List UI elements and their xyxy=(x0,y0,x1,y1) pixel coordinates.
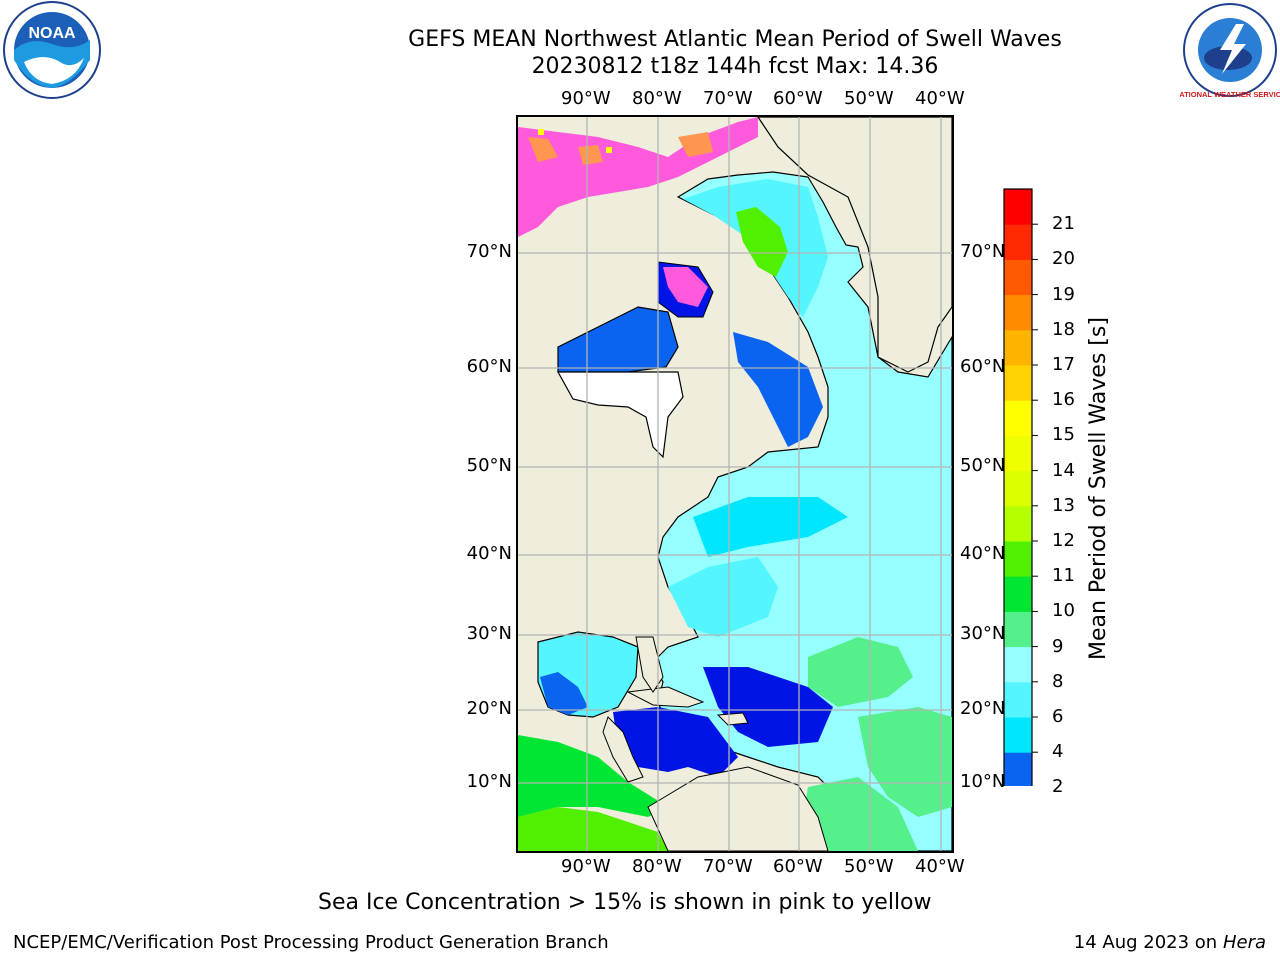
land-cuba xyxy=(626,686,705,708)
colorbar-tick-label: 2 xyxy=(1052,776,1064,798)
colorbar-tick-label: 14 xyxy=(1052,459,1075,481)
ocean-pacific-green xyxy=(518,807,668,851)
land-central-america xyxy=(602,716,644,783)
ocean-green-zone-southeast xyxy=(858,707,952,817)
footer-date-text: 14 Aug 2023 on xyxy=(1073,932,1218,953)
land-florida xyxy=(635,636,664,693)
lon-label-top-70w: 70°W xyxy=(703,88,753,109)
lat-label-right-10n: 10°N xyxy=(960,771,1006,792)
hudson-bay-ice-free-white xyxy=(556,371,684,459)
lon-label-top-50w: 50°W xyxy=(844,88,894,109)
colorbar-tick-label: 16 xyxy=(1052,389,1075,411)
ocean-cyan-zone-gulfstream xyxy=(693,497,848,557)
nws-logo-text: NATIONAL WEATHER SERVICE xyxy=(1180,90,1280,99)
chart-title: GEFS MEAN Northwest Atlantic Mean Period… xyxy=(408,27,1062,52)
lat-label-right-40n: 40°N xyxy=(960,543,1006,564)
colorbar-tick-label: 21 xyxy=(1052,213,1075,235)
colorbar-tick-label: 20 xyxy=(1052,248,1075,270)
colorbar-segment xyxy=(1004,224,1032,260)
colorbar-segment xyxy=(1004,470,1032,507)
lat-label-right-20n: 20°N xyxy=(960,698,1006,719)
colorbar-label: Mean Period of Swell Waves [s] xyxy=(1086,317,1111,660)
lon-label-bottom-80w: 80°W xyxy=(632,856,682,877)
ocean-blue-zone-labrador xyxy=(733,332,823,447)
lat-label-left-30n: 30°N xyxy=(466,623,512,644)
footer-credit: NCEP/EMC/Verification Post Processing Pr… xyxy=(13,932,609,953)
lon-label-top-90w: 90°W xyxy=(561,88,611,109)
colorbar-tick-label: 15 xyxy=(1052,424,1075,446)
lat-label-left-70n: 70°N xyxy=(466,241,512,262)
ocean-cyan-zone-coastal xyxy=(668,557,778,637)
colorbar-segment xyxy=(1004,717,1032,753)
land-hispaniola xyxy=(716,712,749,726)
ocean-green-zone-east xyxy=(808,637,913,707)
land-south-america xyxy=(647,766,829,851)
noaa-logo: NOAA xyxy=(0,0,104,100)
map-panel xyxy=(516,115,954,853)
colorbar-segment xyxy=(1004,646,1032,683)
lon-label-top-60w: 60°W xyxy=(773,88,823,109)
lon-label-top-40w: 40°W xyxy=(915,88,965,109)
colorbar-segment xyxy=(1004,576,1032,612)
colorbar-segment xyxy=(1004,752,1032,788)
lon-label-top-80w: 80°W xyxy=(632,88,682,109)
lat-label-left-50n: 50°N xyxy=(466,455,512,476)
sea-ice-orange-patches xyxy=(528,132,713,165)
colorbar-segment xyxy=(1004,189,1032,225)
colorbar-segment xyxy=(1004,294,1032,331)
colorbar-tick-label: 13 xyxy=(1052,494,1075,516)
lon-label-bottom-40w: 40°W xyxy=(915,856,965,877)
noaa-logo-text: NOAA xyxy=(28,25,76,42)
colorbar-tick-label: 19 xyxy=(1052,283,1075,305)
chart-subtitle: 20230812 t18z 144h fcst Max: 14.36 xyxy=(531,54,939,79)
colorbar-segment xyxy=(1004,400,1032,436)
lat-label-left-60n: 60°N xyxy=(466,356,512,377)
lon-label-bottom-50w: 50°W xyxy=(844,856,894,877)
colorbar-segment xyxy=(1004,681,1032,718)
nws-logo: NATIONAL WEATHER SERVICE xyxy=(1174,0,1280,100)
colorbar-segment xyxy=(1004,365,1032,401)
sea-ice-note: Sea Ice Concentration > 15% is shown in … xyxy=(318,890,932,915)
colorbar-segment xyxy=(1004,541,1032,577)
colorbar-tick-label: 9 xyxy=(1052,635,1064,657)
lat-label-right-60n: 60°N xyxy=(960,356,1006,377)
ocean-caribbean-south-green xyxy=(518,735,668,817)
colorbar-tick-label: 17 xyxy=(1052,354,1075,375)
footer-date: 14 Aug 2023 on Hera xyxy=(1074,932,1266,953)
lat-label-left-20n: 20°N xyxy=(466,698,512,719)
graticule xyxy=(518,117,952,851)
colorbar-segment xyxy=(1004,611,1032,648)
lat-label-left-10n: 10°N xyxy=(466,771,512,792)
colorbar-tick-label: 12 xyxy=(1052,530,1075,551)
colorbar-tick-label: 6 xyxy=(1052,706,1064,727)
land-greenland xyxy=(757,117,952,373)
colorbar-tick-label: 4 xyxy=(1052,741,1064,763)
colorbar-segment xyxy=(1004,505,1032,542)
lat-label-right-70n: 70°N xyxy=(960,241,1006,262)
colorbar-segment xyxy=(1004,259,1032,296)
ocean-hudson-bay xyxy=(557,306,679,373)
lon-label-bottom-90w: 90°W xyxy=(561,856,611,877)
lat-label-right-30n: 30°N xyxy=(960,623,1006,644)
footer-host: Hera xyxy=(1222,932,1266,953)
colorbar-tick-label: 8 xyxy=(1052,670,1064,692)
lon-label-bottom-70w: 70°W xyxy=(703,856,753,877)
colorbar-tick-label: 11 xyxy=(1052,565,1075,587)
colorbar-tick-label: 18 xyxy=(1052,318,1075,340)
colorbar-segment xyxy=(1004,435,1032,472)
colorbar-segment xyxy=(1004,329,1032,366)
ocean-green-zone-south xyxy=(803,777,918,851)
lat-label-left-40n: 40°N xyxy=(466,543,512,564)
lon-label-bottom-60w: 60°W xyxy=(773,856,823,877)
lat-label-right-50n: 50°N xyxy=(960,455,1006,476)
sea-ice-foxe-basin xyxy=(663,267,708,307)
ocean-green-zone-baffin xyxy=(736,207,788,277)
ocean-blue-zone-caribbean xyxy=(613,707,738,777)
colorbar xyxy=(1000,186,1040,817)
ocean-blue-zone-sargasso xyxy=(703,667,833,747)
ocean-gulf-blue xyxy=(540,672,588,715)
swell-period-map xyxy=(518,117,952,851)
colorbar-tick-label: 10 xyxy=(1052,600,1075,622)
